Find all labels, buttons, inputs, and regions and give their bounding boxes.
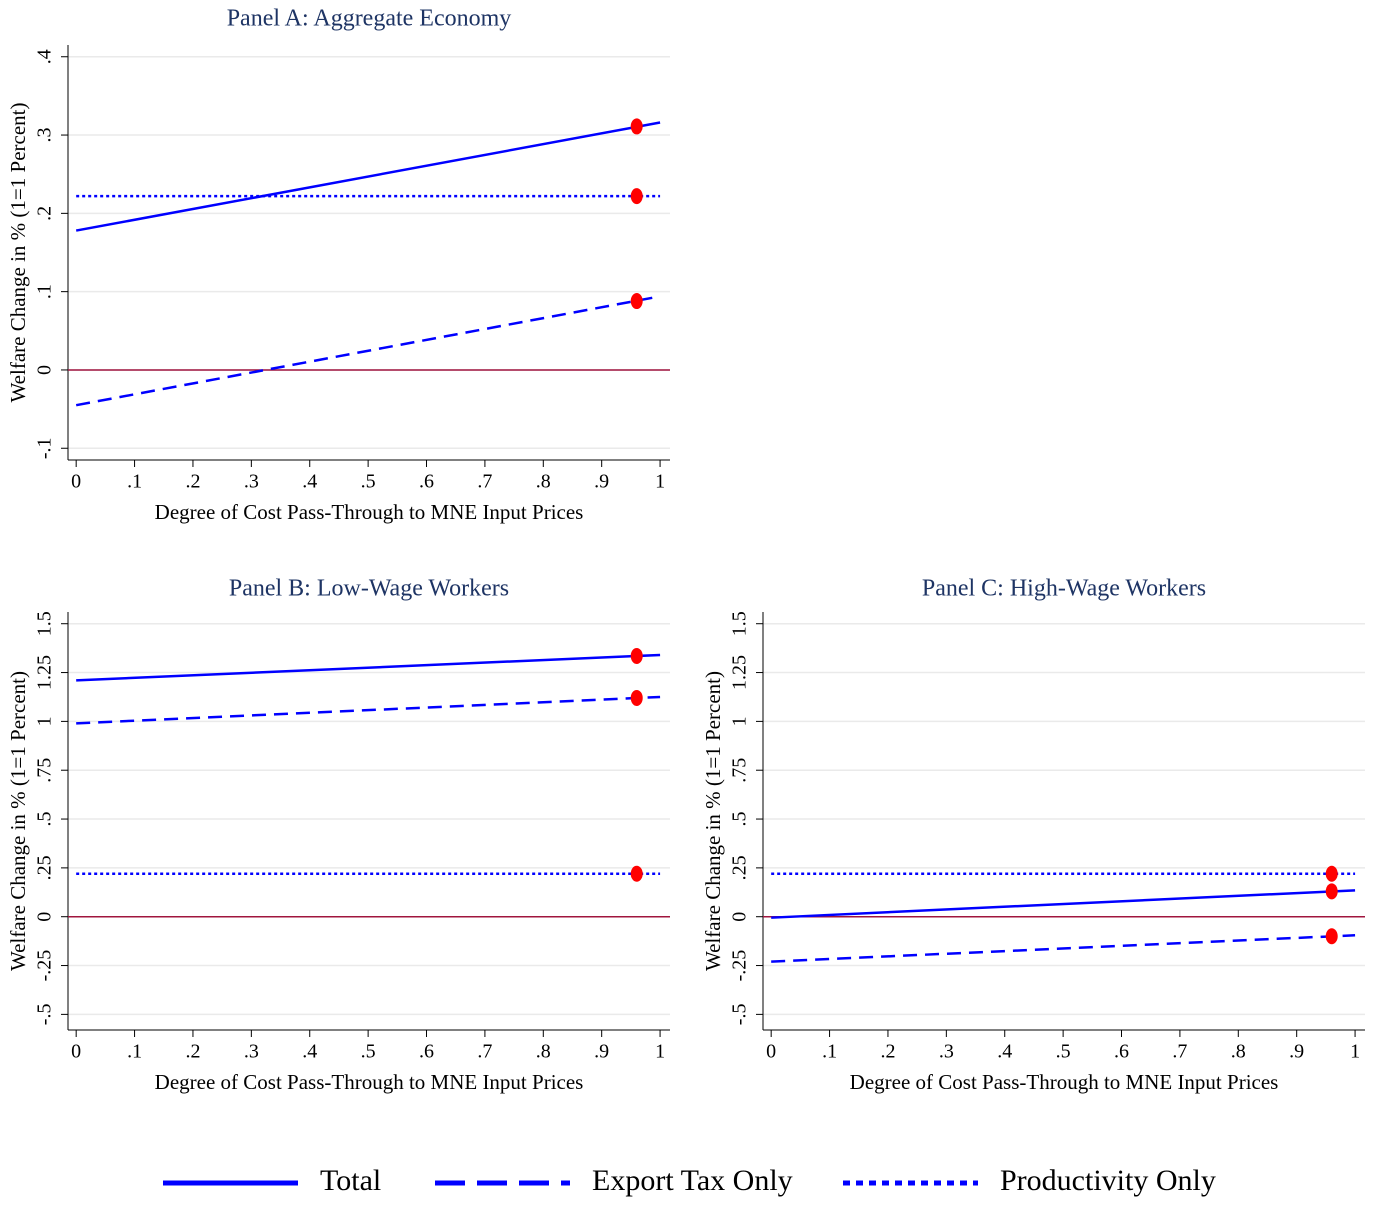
x-axis-title: Degree of Cost Pass-Through to MNE Input… — [155, 500, 584, 524]
y-tick-label: 1.25 — [729, 655, 751, 690]
y-tick-label: 1.5 — [729, 611, 751, 636]
marker — [630, 689, 643, 706]
y-tick-label: 0 — [729, 912, 751, 922]
y-tick-label: .4 — [34, 49, 56, 64]
y-tick-label: -.5 — [34, 1004, 56, 1026]
x-tick-label: .9 — [1289, 1041, 1304, 1063]
y-tick-label: .3 — [34, 128, 56, 143]
x-axis-title: Degree of Cost Pass-Through to MNE Input… — [850, 1070, 1279, 1094]
x-tick-label: 0 — [766, 1041, 776, 1063]
y-tick-label: .1 — [34, 284, 56, 299]
y-tick-label: .5 — [34, 812, 56, 827]
x-tick-label: .5 — [1056, 1041, 1071, 1063]
x-tick-label: 0 — [71, 471, 81, 493]
y-tick-label: 1.5 — [34, 611, 56, 636]
series-line — [771, 934, 1356, 963]
x-tick-label: 1 — [655, 1041, 665, 1063]
marker — [630, 118, 643, 135]
x-tick-label: 0 — [71, 1041, 81, 1063]
y-axis-title: Welfare Change in % (1=1 Percent) — [6, 671, 30, 971]
x-tick-label: .2 — [185, 1041, 200, 1063]
y-tick-label: 0 — [34, 912, 56, 922]
x-tick-label: .8 — [536, 471, 551, 493]
y-axis-title: Welfare Change in % (1=1 Percent) — [6, 103, 30, 403]
x-tick-label: .3 — [244, 471, 259, 493]
y-axis-title: Welfare Change in % (1=1 Percent) — [701, 671, 725, 971]
x-tick-label: .4 — [302, 1041, 317, 1063]
x-tick-label: .2 — [880, 1041, 895, 1063]
series-line — [75, 121, 661, 232]
x-tick-label: .5 — [361, 471, 376, 493]
x-tick-label: 1 — [655, 471, 665, 493]
x-tick-label: .4 — [997, 1041, 1012, 1063]
y-tick-label: .2 — [34, 206, 56, 221]
x-tick-label: .1 — [127, 471, 142, 493]
marker — [1325, 928, 1338, 945]
y-tick-label: 1 — [34, 716, 56, 726]
series-line — [771, 889, 1356, 919]
series-line — [76, 653, 661, 682]
marker — [630, 293, 643, 310]
x-tick-label: .6 — [1114, 1041, 1129, 1063]
y-tick-label: .25 — [729, 855, 751, 880]
panel-title: Panel C: High-Wage Workers — [922, 576, 1206, 602]
x-tick-label: .6 — [419, 471, 434, 493]
y-tick-label: .75 — [34, 758, 56, 783]
y-tick-label: 1.25 — [34, 655, 56, 690]
y-tick-label: .75 — [729, 758, 751, 783]
legend-label: Productivity Only — [1000, 1164, 1216, 1197]
x-axis-title: Degree of Cost Pass-Through to MNE Input… — [155, 1070, 584, 1094]
marker — [1325, 883, 1338, 900]
y-tick-label: -.5 — [729, 1004, 751, 1026]
x-tick-label: .9 — [594, 471, 609, 493]
x-tick-label: .7 — [1172, 1041, 1187, 1063]
y-tick-label: -.1 — [34, 437, 56, 459]
legend-label: Export Tax Only — [592, 1164, 793, 1197]
marker — [630, 647, 643, 664]
panel-title: Panel A: Aggregate Economy — [227, 6, 512, 32]
x-tick-label: .8 — [1231, 1041, 1246, 1063]
y-tick-label: .25 — [34, 855, 56, 880]
x-tick-label: .6 — [419, 1041, 434, 1063]
marker — [1325, 865, 1338, 882]
series-line — [75, 295, 661, 407]
x-tick-label: .8 — [536, 1041, 551, 1063]
x-tick-label: .3 — [244, 1041, 259, 1063]
y-tick-label: .5 — [729, 812, 751, 827]
y-tick-label: 1 — [729, 716, 751, 726]
x-tick-label: .5 — [361, 1041, 376, 1063]
y-tick-label: 0 — [34, 365, 56, 375]
y-tick-label: -.25 — [729, 950, 751, 982]
x-tick-label: .3 — [939, 1041, 954, 1063]
y-tick-label: -.25 — [34, 950, 56, 982]
x-tick-label: .4 — [302, 471, 317, 493]
x-tick-label: .2 — [185, 471, 200, 493]
x-tick-label: .7 — [477, 471, 492, 493]
x-tick-label: .9 — [594, 1041, 609, 1063]
panel-title: Panel B: Low-Wage Workers — [229, 576, 509, 602]
marker — [630, 188, 643, 205]
x-tick-label: 1 — [1350, 1041, 1360, 1063]
series-line — [76, 695, 661, 725]
x-tick-label: .7 — [477, 1041, 492, 1063]
x-tick-label: .1 — [822, 1041, 837, 1063]
x-tick-label: .1 — [127, 1041, 142, 1063]
legend-label: Total — [320, 1164, 381, 1197]
marker — [630, 865, 643, 882]
